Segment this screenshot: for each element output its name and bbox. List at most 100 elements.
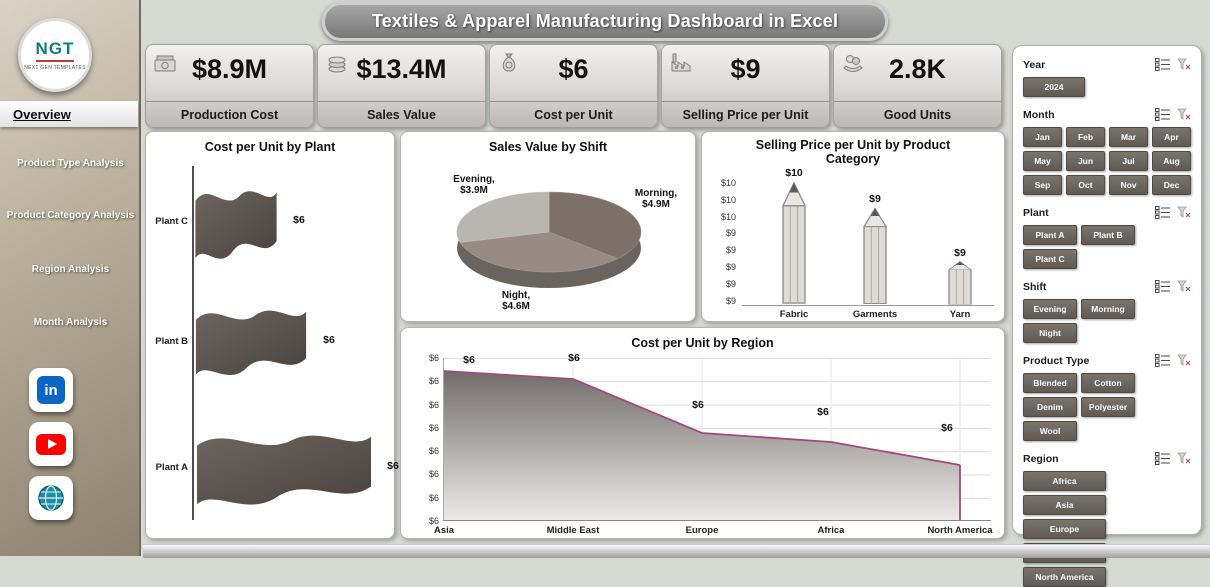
slicer-year: Year 2024 — [1023, 58, 1191, 97]
month-option-sep[interactable]: Sep — [1023, 175, 1062, 195]
product-type-option-blended[interactable]: Blended — [1023, 373, 1077, 393]
month-option-apr[interactable]: Apr — [1152, 127, 1191, 147]
kpi-cost-per-unit: $6 Cost per Unit — [489, 44, 658, 128]
month-option-jul[interactable]: Jul — [1109, 151, 1148, 171]
kpi-value: $6 — [558, 54, 589, 84]
month-option-aug[interactable]: Aug — [1152, 151, 1191, 171]
category-label-plant-c: Plant C — [155, 216, 188, 227]
month-option-oct[interactable]: Oct — [1066, 175, 1105, 195]
pie-slice-morning — [548, 191, 642, 259]
multiselect-icon[interactable] — [1155, 206, 1170, 219]
slicer-region: Region Africa Asia Europe Middle East No… — [1023, 452, 1191, 587]
kpi-label: Production Cost — [146, 101, 313, 127]
sidebar-item-overview[interactable]: Overview — [0, 101, 138, 127]
month-option-mar[interactable]: Mar — [1109, 127, 1148, 147]
money-bag-icon — [502, 53, 516, 72]
month-option-feb[interactable]: Feb — [1066, 127, 1105, 147]
plant-option-plant-b[interactable]: Plant B — [1081, 225, 1135, 245]
product-type-option-denim[interactable]: Denim — [1023, 397, 1077, 417]
multiselect-icon[interactable] — [1155, 108, 1170, 121]
ytick: $9 — [725, 228, 736, 238]
category-label-asia: Asia — [433, 525, 455, 536]
chart-title: Sales Value by Shift — [488, 140, 608, 154]
slicer-product-type: Product Type Blended Cotton Denim Polyes… — [1023, 354, 1191, 441]
year-option-2024[interactable]: 2024 — [1023, 77, 1085, 97]
data-label-fabric: $10 — [785, 167, 803, 179]
region-option-north-america[interactable]: North America — [1023, 567, 1106, 587]
clear-filter-icon[interactable] — [1177, 206, 1191, 219]
ytick: $6 — [428, 469, 439, 479]
pie-label-night: Night, $4.6M — [501, 290, 531, 312]
kpi-production-cost: $8.9M Production Cost — [145, 44, 314, 128]
chart-title: Cost per Unit by Plant — [204, 140, 336, 154]
chart-title: Cost per Unit by Region — [631, 336, 774, 350]
category-label-plant-b: Plant B — [155, 336, 188, 347]
kpi-value: $8.9M — [191, 54, 268, 84]
pie-label-morning: Morning, $4.9M — [634, 188, 678, 210]
website-link[interactable] — [29, 476, 73, 520]
ytick: $9 — [725, 296, 736, 306]
ytick: $6 — [428, 516, 439, 526]
region-option-africa[interactable]: Africa — [1023, 471, 1106, 491]
month-option-may[interactable]: May — [1023, 151, 1062, 171]
sidebar-item-product-category-analysis[interactable]: Product Category Analysis — [6, 210, 135, 221]
shift-option-evening[interactable]: Evening — [1023, 299, 1077, 319]
ytick: $6 — [428, 493, 439, 503]
product-type-option-cotton[interactable]: Cotton — [1081, 373, 1135, 393]
sidebar-item-month-analysis[interactable]: Month Analysis — [33, 317, 108, 328]
youtube-link[interactable] — [29, 422, 73, 466]
region-option-asia[interactable]: Asia — [1023, 495, 1106, 515]
linkedin-icon: in — [37, 376, 65, 404]
month-option-jun[interactable]: Jun — [1066, 151, 1105, 171]
slicer-panel: Year 2024 Month Jan Feb Mar Apr May Jun … — [1012, 45, 1202, 587]
dashboard-title-bar: Textiles & Apparel Manufacturing Dashboa… — [322, 2, 888, 41]
sidebar: NGT NEXT GEN TEMPLATES Overview Product … — [0, 0, 141, 556]
shift-option-morning[interactable]: Morning — [1081, 299, 1135, 319]
multiselect-icon[interactable] — [1155, 58, 1170, 71]
data-label-plant-c: $6 — [293, 214, 305, 226]
category-label-yarn: Yarn — [949, 309, 971, 320]
data-label-plant-b: $6 — [323, 334, 335, 346]
sidebar-item-region-analysis[interactable]: Region Analysis — [31, 264, 110, 275]
pie-slice-night — [459, 231, 619, 273]
clear-filter-icon[interactable] — [1177, 58, 1191, 71]
clear-filter-icon[interactable] — [1177, 280, 1191, 293]
youtube-icon — [36, 433, 66, 455]
ytick: $9 — [725, 279, 736, 289]
clear-filter-icon[interactable] — [1177, 452, 1191, 465]
region-option-europe[interactable]: Europe — [1023, 519, 1106, 539]
month-option-dec[interactable]: Dec — [1152, 175, 1191, 195]
data-label-middle-east: $6 — [568, 352, 580, 364]
banknotes-icon — [154, 55, 176, 72]
pie-3d — [456, 191, 642, 288]
kpi-good-units: 2.8K Good Units — [833, 44, 1002, 128]
month-option-jan[interactable]: Jan — [1023, 127, 1062, 147]
coin-stack-icon — [328, 56, 346, 73]
multiselect-icon[interactable] — [1155, 280, 1170, 293]
slicer-month: Month Jan Feb Mar Apr May Jun Jul Aug Se… — [1023, 108, 1191, 195]
wave-bar-plant-b — [195, 310, 307, 375]
slicer-label-year: Year — [1023, 58, 1046, 71]
ytick: $6 — [428, 353, 439, 363]
sidebar-item-product-type-analysis[interactable]: Product Type Analysis — [17, 158, 124, 169]
product-type-option-polyester[interactable]: Polyester — [1081, 397, 1135, 417]
kpi-sales-value: $13.4M Sales Value — [317, 44, 486, 128]
globe-icon — [38, 485, 64, 511]
category-label-europe: Europe — [685, 525, 719, 536]
clear-filter-icon[interactable] — [1177, 354, 1191, 367]
clear-filter-icon[interactable] — [1177, 108, 1191, 121]
shift-option-night[interactable]: Night — [1023, 323, 1077, 343]
page-title: Textiles & Apparel Manufacturing Dashboa… — [371, 11, 839, 31]
pencil-bar-fabric — [781, 181, 807, 304]
plant-option-plant-c[interactable]: Plant C — [1023, 249, 1077, 269]
ytick: $6 — [428, 376, 439, 386]
plant-option-plant-a[interactable]: Plant A — [1023, 225, 1077, 245]
multiselect-icon[interactable] — [1155, 452, 1170, 465]
multiselect-icon[interactable] — [1155, 354, 1170, 367]
data-label-north-america: $6 — [941, 422, 953, 434]
linkedin-link[interactable]: in — [29, 368, 73, 412]
slicer-label-region: Region — [1023, 452, 1059, 465]
kpi-label: Good Units — [834, 101, 1001, 127]
product-type-option-wool[interactable]: Wool — [1023, 421, 1077, 441]
month-option-nov[interactable]: Nov — [1109, 175, 1148, 195]
